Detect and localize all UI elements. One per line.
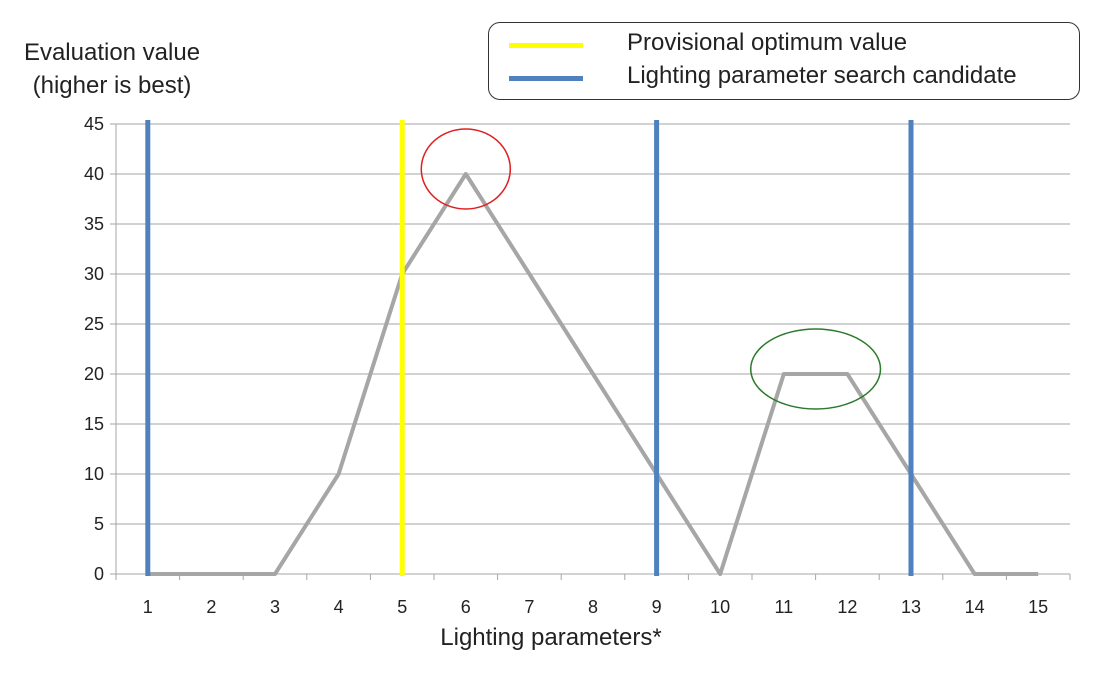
y-tick-label-25: 25 xyxy=(84,314,104,334)
x-tick-label-9: 9 xyxy=(652,597,662,617)
x-tick-label-13: 13 xyxy=(901,597,921,617)
x-tick-label-12: 12 xyxy=(837,597,857,617)
y-tick-label-20: 20 xyxy=(84,364,104,384)
x-tick-label-1: 1 xyxy=(143,597,153,617)
x-tick-label-8: 8 xyxy=(588,597,598,617)
x-tick-label-6: 6 xyxy=(461,597,471,617)
legend-label-provisional-optimum: Provisional optimum value xyxy=(627,29,908,56)
x-tick-label-4: 4 xyxy=(334,597,344,617)
y-tick-label-35: 35 xyxy=(84,214,104,234)
y-tick-label-5: 5 xyxy=(94,514,104,534)
y-axis-label-line-1: Evaluation value xyxy=(23,39,201,66)
x-tick-label-7: 7 xyxy=(524,597,534,617)
x-axis-label: Lighting parameters* xyxy=(440,624,662,651)
x-tick-label-14: 14 xyxy=(965,597,985,617)
highlight-ellipse-0 xyxy=(420,128,512,210)
y-tick-label-15: 15 xyxy=(84,414,104,434)
legend-swatch-blue xyxy=(509,76,583,81)
y-axis-label: Evaluation value (higher is best) xyxy=(12,36,212,102)
y-tick-label-10: 10 xyxy=(84,464,104,484)
y-axis-label-line-2: (higher is best) xyxy=(32,72,192,99)
legend-swatch-yellow xyxy=(509,43,583,48)
y-tick-label-40: 40 xyxy=(84,164,104,184)
x-tick-label-5: 5 xyxy=(397,597,407,617)
x-tick-label-11: 11 xyxy=(774,597,793,617)
y-tick-label-0: 0 xyxy=(94,564,104,584)
legend: Provisional optimum value Lighting param… xyxy=(488,22,1080,100)
x-tick-label-15: 15 xyxy=(1028,597,1048,617)
y-tick-label-45: 45 xyxy=(84,114,104,134)
y-tick-label-30: 30 xyxy=(84,264,104,284)
highlight-ellipse-1 xyxy=(749,328,882,410)
series-line-0 xyxy=(147,172,1039,576)
legend-label-search-candidate: Lighting parameter search candidate xyxy=(627,62,1017,89)
x-tick-label-10: 10 xyxy=(710,597,730,617)
x-tick-label-3: 3 xyxy=(270,597,280,617)
x-tick-label-2: 2 xyxy=(206,597,216,617)
